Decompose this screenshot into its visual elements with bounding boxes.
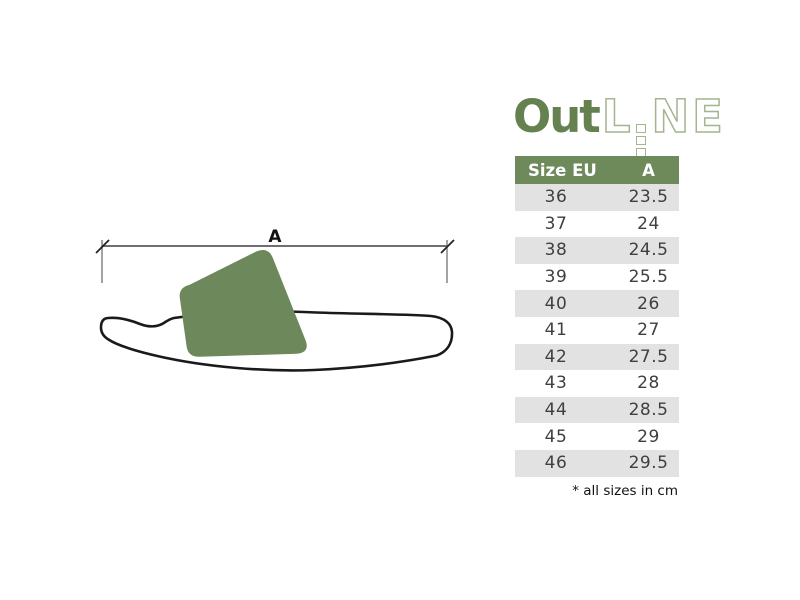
table-row: 46 29.5 xyxy=(515,449,679,477)
units-footnote: * all sizes in cm xyxy=(572,483,678,499)
size-cell: 44 xyxy=(544,400,568,421)
table-row: 41 27 xyxy=(515,317,679,344)
size-cell: 45 xyxy=(544,426,568,447)
dimension-label: A xyxy=(268,227,282,247)
measure-cell: 29.5 xyxy=(628,453,669,474)
measure-cell: 24 xyxy=(637,213,660,234)
dimension-tick-left xyxy=(95,239,110,254)
sandal-strap xyxy=(179,250,307,357)
size-cell: 40 xyxy=(544,293,568,314)
sandal-diagram: A xyxy=(95,227,455,372)
size-cell: 41 xyxy=(544,320,568,341)
logo-letter-n: N xyxy=(651,90,690,143)
table-row: 44 28.5 xyxy=(515,396,679,424)
size-table-header: Size EU A xyxy=(515,156,679,184)
measure-cell: 24.5 xyxy=(628,240,669,261)
measure-cell: 25.5 xyxy=(628,267,669,288)
size-cell: 36 xyxy=(544,187,568,208)
logo-i-dash xyxy=(635,124,646,133)
table-row: 36 23.5 xyxy=(515,184,679,211)
table-row: 45 29 xyxy=(515,423,679,450)
size-cell: 38 xyxy=(544,240,568,261)
table-row: 37 24 xyxy=(515,211,679,238)
logo-i-dash xyxy=(635,136,646,145)
table-row: 42 27.5 xyxy=(515,343,679,371)
measure-cell: 28 xyxy=(637,373,660,394)
table-row: 40 26 xyxy=(515,290,679,317)
measure-cell: 27.5 xyxy=(628,346,669,367)
header-a: A xyxy=(597,156,679,184)
size-table: Size EU A 36 23.5 37 24 38 24.5 39 25.5 xyxy=(515,156,679,477)
header-row: Size EU A xyxy=(515,156,679,184)
measure-cell: 26 xyxy=(637,293,660,314)
measure-cell: 23.5 xyxy=(628,187,669,208)
measure-cell: 27 xyxy=(637,320,660,341)
measure-cell: 28.5 xyxy=(628,400,669,421)
measure-cell: 29 xyxy=(637,426,660,447)
dimension-annotation: A xyxy=(95,227,455,283)
brand-logo: OutL NE xyxy=(513,93,724,157)
table-row: 43 28 xyxy=(515,370,679,397)
dimension-tick-right xyxy=(440,239,455,254)
logo-dashed-i-icon xyxy=(635,124,646,157)
logo-letter-e: E xyxy=(691,90,723,143)
table-row: 39 25.5 xyxy=(515,264,679,291)
size-cell: 46 xyxy=(544,453,568,474)
size-cell: 37 xyxy=(544,213,568,234)
logo-letter-l: L xyxy=(601,90,631,143)
size-cell: 42 xyxy=(544,346,568,367)
size-cell: 39 xyxy=(544,267,568,288)
logo-text-out: Out xyxy=(513,90,601,143)
size-cell: 43 xyxy=(544,373,568,394)
table-row: 38 24.5 xyxy=(515,237,679,264)
header-size-eu: Size EU xyxy=(515,156,597,184)
